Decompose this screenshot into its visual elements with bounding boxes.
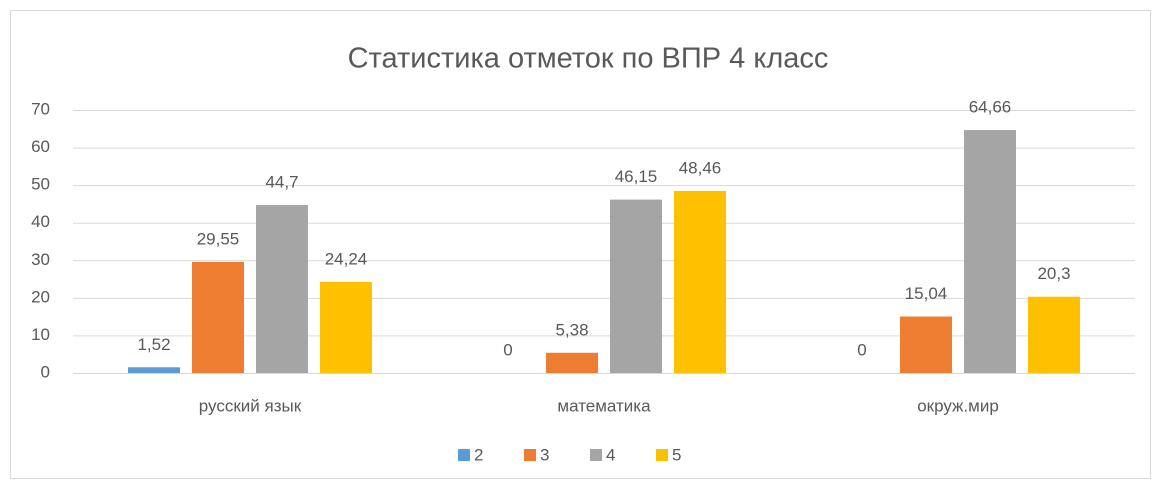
value-label: 44,7 (265, 173, 298, 192)
bar (964, 130, 1016, 373)
y-tick-label: 30 (31, 250, 50, 269)
bar (320, 281, 372, 373)
y-tick-label: 70 (31, 99, 50, 118)
legend-swatch (524, 449, 536, 461)
bar (900, 316, 952, 373)
bar (128, 367, 180, 373)
legend-label: 2 (474, 445, 483, 464)
bar (1028, 296, 1080, 373)
x-tick-label: математика (557, 396, 651, 415)
bar (674, 190, 726, 373)
value-label: 20,3 (1037, 264, 1070, 283)
y-tick-label: 50 (31, 175, 50, 194)
value-label: 29,55 (197, 229, 240, 248)
value-label: 48,46 (679, 158, 722, 177)
value-label: 0 (503, 340, 512, 359)
bar (256, 205, 308, 373)
value-label: 46,15 (615, 167, 658, 186)
value-label: 64,66 (969, 98, 1012, 117)
x-tick-label: русский язык (199, 396, 302, 415)
bar (546, 352, 598, 373)
value-label: 5,38 (555, 320, 588, 339)
legend-swatch (590, 449, 602, 461)
legend-label: 3 (540, 445, 549, 464)
value-label: 1,52 (137, 335, 170, 354)
y-tick-label: 10 (31, 325, 50, 344)
y-tick-label: 0 (41, 362, 50, 381)
legend-label: 4 (606, 445, 615, 464)
value-label: 24,24 (325, 249, 368, 268)
chart-title: Статистика отметок по ВПР 4 класс (348, 43, 829, 75)
y-tick-label: 60 (31, 137, 50, 156)
chart-frame (10, 10, 1151, 479)
bar (192, 261, 244, 373)
bar (610, 199, 662, 373)
value-label: 15,04 (905, 284, 948, 303)
y-tick-label: 20 (31, 287, 50, 306)
y-tick-label: 40 (31, 212, 50, 231)
value-label: 0 (857, 340, 866, 359)
legend-label: 5 (672, 445, 681, 464)
legend-swatch (458, 449, 470, 461)
legend-swatch (656, 449, 668, 461)
x-tick-label: окруж.мир (917, 396, 999, 415)
